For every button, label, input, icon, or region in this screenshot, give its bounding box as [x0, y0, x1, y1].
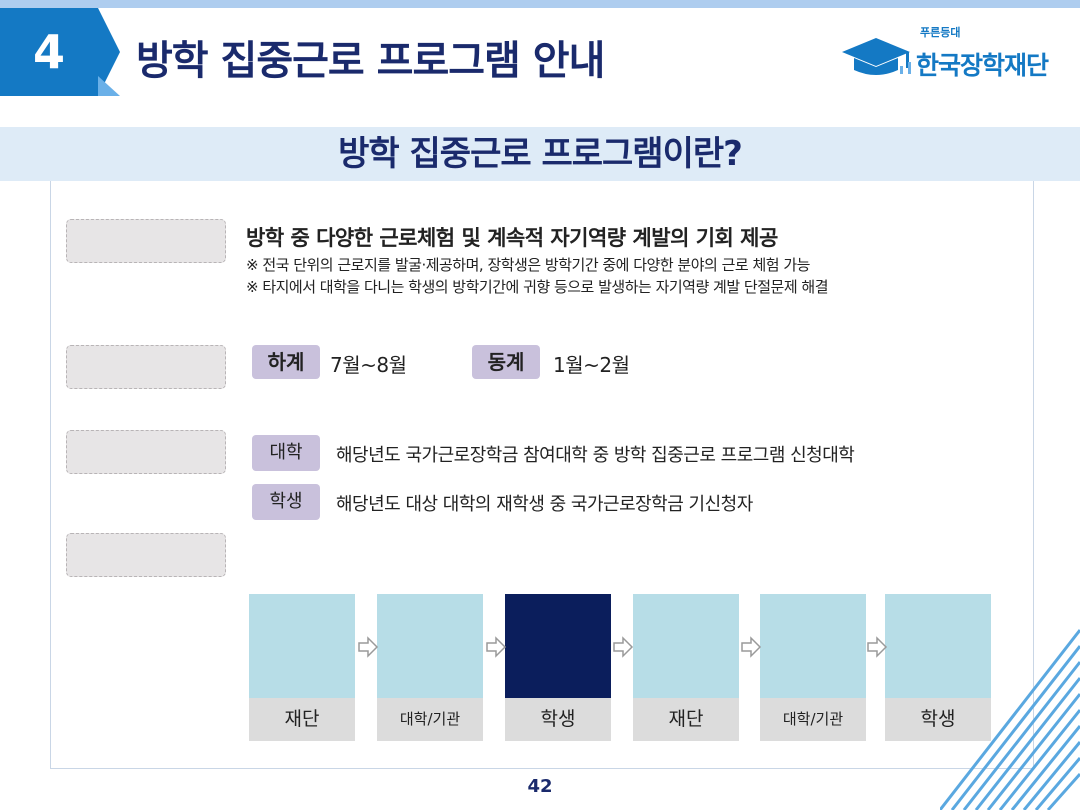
page-number: 42	[527, 776, 553, 797]
flow-step-label: 대학/기관	[377, 698, 483, 741]
summer-period: 7월~8월	[330, 353, 407, 377]
flow-step-box-highlighted	[505, 594, 611, 698]
flow-step-box	[885, 594, 991, 698]
flow-step-label: 학생	[505, 698, 611, 741]
flow-step-box	[633, 594, 739, 698]
flow-step-box	[760, 594, 866, 698]
flow-arrow-icon	[867, 636, 888, 658]
purpose-heading: 방학 중 다양한 근로체험 및 계속적 자기역량 계발의 기회 제공	[246, 226, 778, 250]
section-number-arrow	[98, 8, 120, 96]
flow-arrow-icon	[358, 636, 379, 658]
flow-step-box	[249, 594, 355, 698]
section-number-block	[0, 8, 98, 96]
flow-arrow-icon	[486, 636, 507, 658]
purpose-note: ※ 전국 단위의 근로지를 발굴·제공하며, 장학생은 방학기간 중에 다양한 …	[246, 256, 810, 274]
winter-period: 1월~2월	[553, 353, 630, 377]
label-box-purpose	[66, 219, 226, 263]
winter-tag: 동계	[472, 345, 540, 379]
student-tag: 학생	[252, 484, 320, 520]
university-eligibility: 해당년도 국가근로장학금 참여대학 중 방학 집중근로 프로그램 신청대학	[336, 445, 855, 466]
flow-arrow-icon	[741, 636, 762, 658]
section-number: 4	[32, 25, 65, 79]
logo-subtext: 푸른등대	[920, 26, 961, 39]
section-title: 방학 집중근로 프로그램 안내	[136, 38, 605, 84]
label-box-eligibility	[66, 430, 226, 474]
section-number-accent	[98, 76, 120, 96]
label-box-period	[66, 345, 226, 389]
university-tag: 대학	[252, 435, 320, 471]
graduation-cap-logo-icon	[842, 38, 911, 75]
student-eligibility: 해당년도 대상 대학의 재학생 중 국가근로장학금 기신청자	[336, 494, 753, 515]
top-accent-bar	[0, 0, 1080, 8]
logo-text: 한국장학재단	[916, 51, 1049, 80]
subtitle-band	[0, 127, 1080, 181]
page-subtitle: 방학 집중근로 프로그램이란?	[338, 134, 743, 174]
flow-arrow-icon	[613, 636, 634, 658]
flow-step-label: 재단	[249, 698, 355, 741]
label-box-process	[66, 533, 226, 577]
flow-step-label: 재단	[633, 698, 739, 741]
flow-step-box	[377, 594, 483, 698]
purpose-note: ※ 타지에서 대학을 다니는 학생의 방학기간에 귀향 등으로 발생하는 자기역…	[246, 278, 829, 296]
summer-tag: 하계	[252, 345, 320, 379]
diagonal-stripes-decoration	[940, 629, 1080, 810]
flow-step-label: 학생	[885, 698, 991, 741]
flow-step-label: 대학/기관	[760, 698, 866, 741]
